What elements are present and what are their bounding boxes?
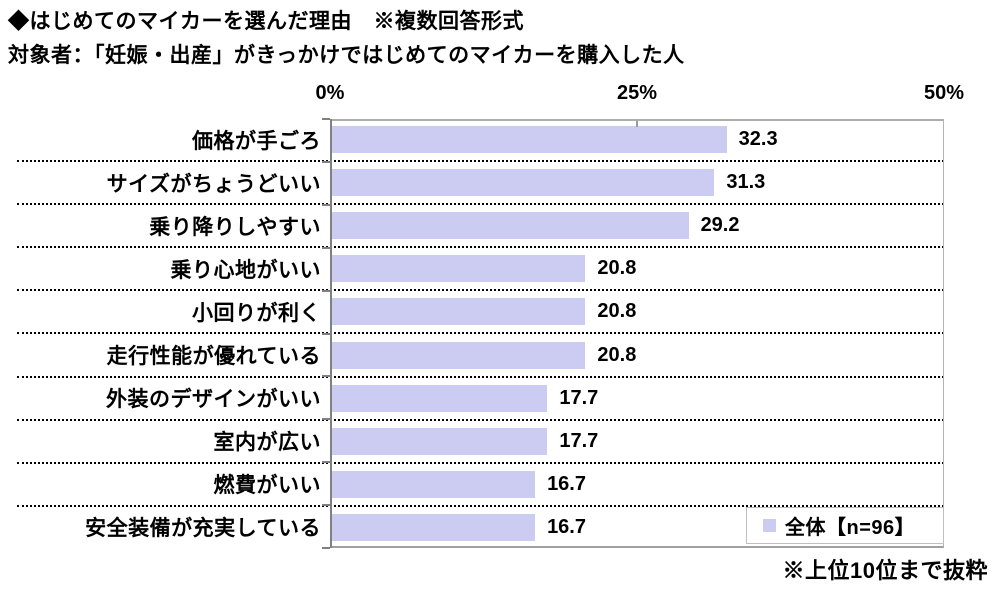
bar [330,513,536,541]
chart-row: 価格が手ごろ 32.3 [17,119,944,163]
category-label: 小回りが利く [192,301,321,325]
bar [330,470,536,498]
bar-cell: 32.3 [330,119,944,160]
category-label: 外装のデザインがいい [106,388,321,412]
chart-row: 走行性能が優れている 20.8 [17,334,944,378]
bar [330,126,727,154]
value-label: 20.8 [597,343,637,366]
bar-cell: 20.8 [330,248,944,289]
bar [330,298,586,326]
plot-area: 価格が手ごろ 32.3 サイズがちょうどいい 31.3 乗り降りしやすい 29.2 乗り心地… [17,118,944,549]
bar [330,427,548,455]
chart-row: 乗り降りしやすい 29.2 [17,205,944,249]
value-label: 16.7 [547,472,586,495]
chart-row: 安全装備が充実している 16.7 [17,507,944,548]
category-label: 価格が手ごろ [192,129,321,153]
chart-rows: 価格が手ごろ 32.3 サイズがちょうどいい 31.3 乗り降りしやすい 29.2 乗り心地… [17,119,944,548]
bar-cell: 17.7 [330,378,944,419]
value-label: 20.8 [597,257,637,280]
category-label: 乗り降りしやすい [149,215,321,239]
chart-row: 燃費がいい 16.7 [17,464,944,507]
chart-row: 小回りが利く 20.8 [17,291,944,335]
value-label: 17.7 [559,429,599,452]
value-label: 31.3 [726,171,766,194]
chart-row: サイズがちょうどいい 31.3 [17,162,944,206]
value-label: 20.8 [597,300,637,323]
category-label: 乗り心地がいい [170,258,321,282]
chart-title: ◆はじめてのマイカーを選んだ理由 ※複数回答形式 [8,10,524,33]
value-label: 17.7 [559,386,599,409]
x-axis-tick-labels: 0% 25% 50% [316,82,964,108]
category-label: 走行性能が優れている [106,345,321,369]
bar-cell: 31.3 [330,162,944,203]
bar [330,212,689,240]
value-label: 29.2 [700,214,740,237]
bar-cell: 20.8 [330,291,944,332]
value-label: 32.3 [738,128,778,151]
x-axis-tick-label: 25% [616,82,658,104]
bar [330,341,586,369]
legend-swatch-icon [763,519,776,532]
chart-subtitle: 対象者：「妊娠・出産」がきっかけではじめてのマイカーを購入した人 [8,44,685,67]
chart-row: 室内が広い 17.7 [17,421,944,464]
bar-cell: 17.7 [330,421,944,462]
category-label: 室内が広い [213,431,321,455]
category-label: 安全装備が充実している [85,517,321,541]
legend-label: 全体【n=96】 [785,517,916,539]
footnote: ※上位10位まで抜粋 [782,558,988,583]
chart-row: 外装のデザインがいい 17.7 [17,378,944,421]
legend-box: 全体【n=96】 [746,507,944,544]
bar [330,255,586,283]
bar-cell: 20.8 [330,334,944,375]
chart-row: 乗り心地がいい 20.8 [17,248,944,292]
bar-cell: 16.7 [330,507,944,548]
x-axis-tick-label: 50% [923,82,965,104]
category-label: 燃費がいい [213,474,321,498]
x-axis-tick-label: 0% [315,82,345,104]
value-label: 16.7 [547,515,586,538]
bar-cell: 29.2 [330,205,944,246]
bar [330,384,548,412]
bar [330,169,715,197]
bar-cell: 16.7 [330,464,944,505]
category-label: サイズがちょうどいい [106,172,321,196]
